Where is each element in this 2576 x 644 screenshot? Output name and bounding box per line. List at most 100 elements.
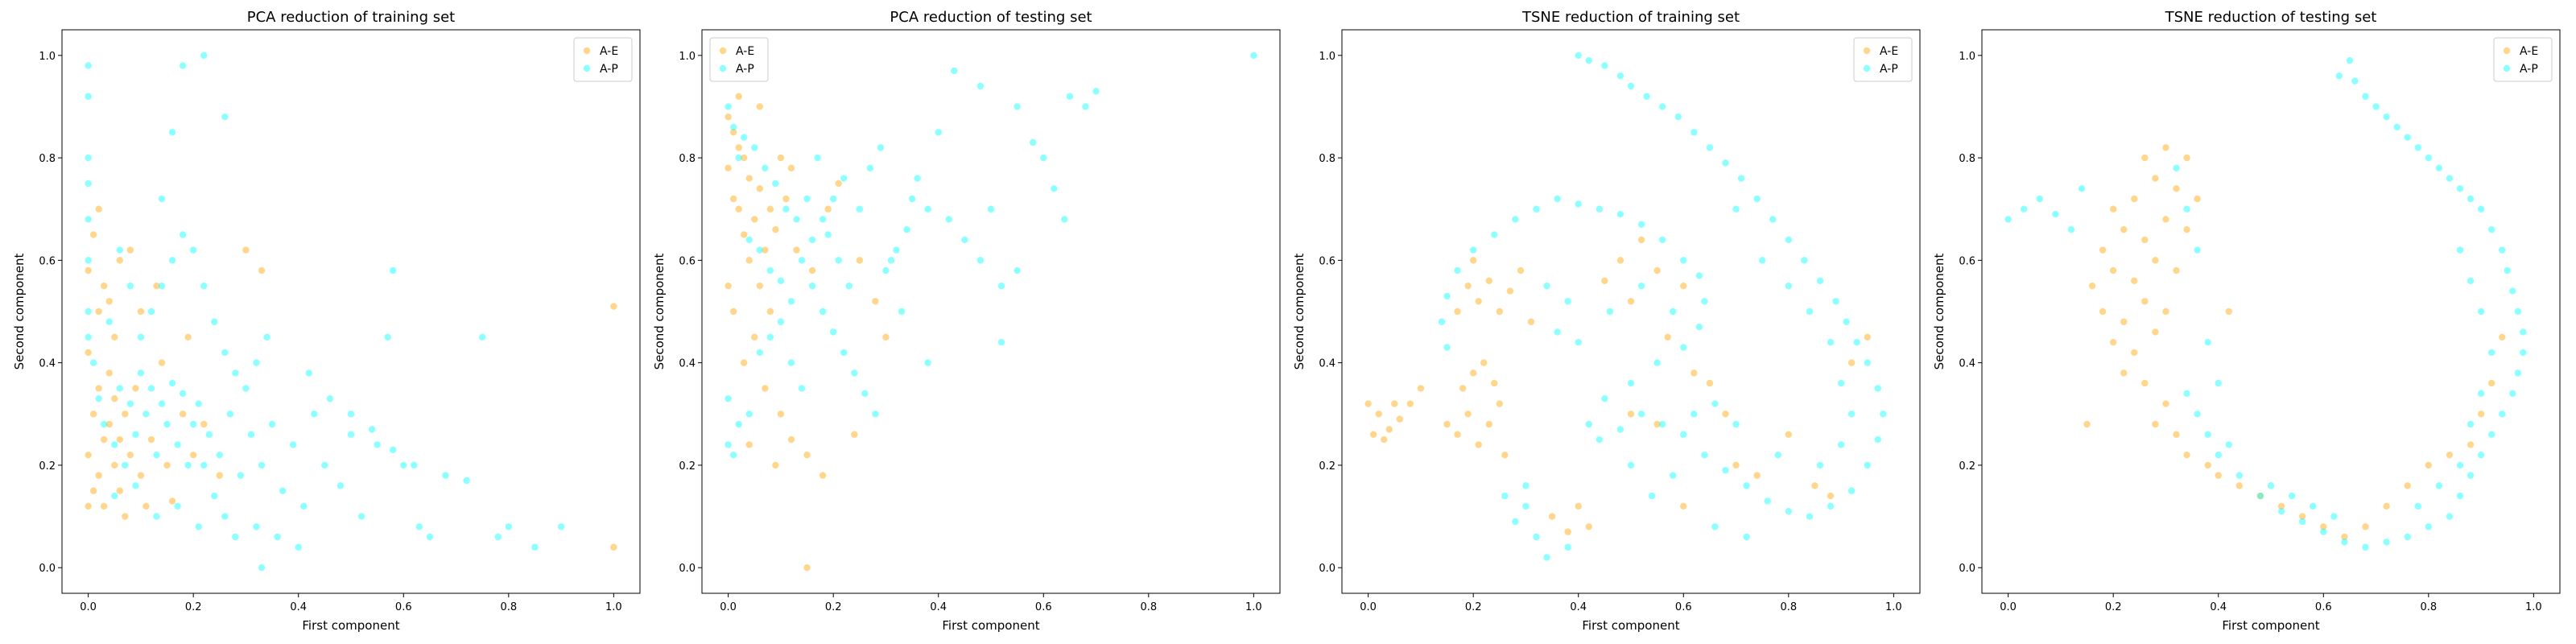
scatter-point [856,205,864,213]
scatter-point [798,257,806,264]
scatter-point [2277,507,2285,515]
scatter-point [1627,298,1635,305]
y-tick-label: 0.2 [679,460,696,473]
scatter-point [2131,349,2138,357]
scatter-point [2120,225,2128,233]
scatter-point [2335,72,2343,80]
scatter-point [777,411,785,418]
scatter-point [85,333,92,341]
scatter-point [1764,497,1771,505]
scatter-point [1575,502,1582,510]
chart-title: PCA reduction of training set [247,9,456,26]
scatter-point [2425,523,2433,530]
x-tick-label: 0.8 [500,601,517,613]
scatter-point [814,154,821,162]
scatter-point [2383,502,2390,510]
scatter-point [1575,200,1582,208]
scatter-point [2099,246,2107,254]
legend-label: A-P [2520,63,2538,76]
scatter-point [1827,492,1835,500]
scatter-point [179,231,187,238]
scatter-point [2456,461,2464,469]
scatter-point [2120,369,2128,377]
scatter-point [798,385,806,392]
scatter-point [101,282,108,290]
x-tick-label: 1.0 [1885,601,1902,613]
scatter-point [2456,246,2464,254]
scatter-point [2173,266,2180,275]
scatter-point [153,282,160,290]
scatter-point [782,195,790,203]
scatter-point [279,487,287,494]
scatter-point [935,129,942,136]
x-tick-label: 0.4 [290,601,307,613]
scatter-point [179,411,187,418]
series-A-E [85,205,617,551]
scatter-point [142,411,150,418]
scatter-point [819,216,827,223]
scatter-point [1874,436,1881,444]
scatter-point [174,502,181,510]
scatter-point [258,461,266,469]
legend-marker [2503,64,2511,72]
scatter-point [819,308,827,316]
scatter-point [1658,236,1666,244]
scatter-point [741,359,748,366]
scatter-point [2173,431,2180,438]
legend: A-E A-P [709,37,769,82]
series-A-E [724,93,890,572]
scatter-point [1601,62,1608,69]
scatter-point [751,144,758,151]
scatter-point [2215,451,2222,459]
legend-label: A-P [736,63,754,76]
scatter-point [347,411,355,418]
scatter-point [1816,277,1824,285]
x-tick-label: 0.2 [185,601,202,613]
y-tick-label: 1.0 [1959,51,1975,63]
scatter-point [741,154,748,162]
legend-box [1853,37,1913,82]
x-tick-label: 0.8 [1780,601,1797,613]
scatter-point [2277,502,2285,510]
scatter-point [153,513,160,520]
scatter-point [85,216,92,223]
scatter-point [1832,298,1839,305]
scatter-point [242,385,250,392]
scatter-point [835,257,842,264]
scatter-point [2067,225,2075,233]
y-tick-label: 0.6 [679,255,696,267]
x-axis-label: First component [1582,618,1679,633]
scatter-point [1737,175,1745,182]
scatter-point [745,175,753,182]
scatter-point [729,195,737,203]
x-tick-label: 0.4 [930,601,947,613]
scatter-point [179,62,187,69]
scatter-point [751,216,758,223]
scatter-point [2183,225,2190,233]
scatter-point [1806,513,1814,520]
scatter-point [840,175,848,182]
scatter-point [268,420,276,428]
scatter-point [2467,277,2475,285]
scatter-point [2435,164,2443,172]
scatter-point [976,257,985,264]
scatter-point [126,451,134,459]
scatter-point [2183,390,2190,398]
scatter-point [1030,138,1037,147]
scatter-point [1616,257,1624,264]
scatter-point [237,472,245,479]
scatter-point [195,400,202,407]
scatter-point [1250,52,1257,60]
chart-2: 0.0 0.2 0.4 0.6 0.8 1.0 0.0 0.2 0.4 0.6 0.8 1.0 PCA … [652,9,1281,633]
scatter-point [1816,461,1824,469]
scatter-point [1554,195,1561,203]
x-tick-label: 0.6 [395,601,412,613]
scatter-point [1653,266,1661,275]
scatter-point [1013,103,1021,110]
scatter-point [126,400,134,407]
scatter-point [300,502,308,510]
scatter-point [1864,461,1871,469]
y-tick-label: 1.0 [1319,51,1335,63]
scatter-point [305,369,312,377]
